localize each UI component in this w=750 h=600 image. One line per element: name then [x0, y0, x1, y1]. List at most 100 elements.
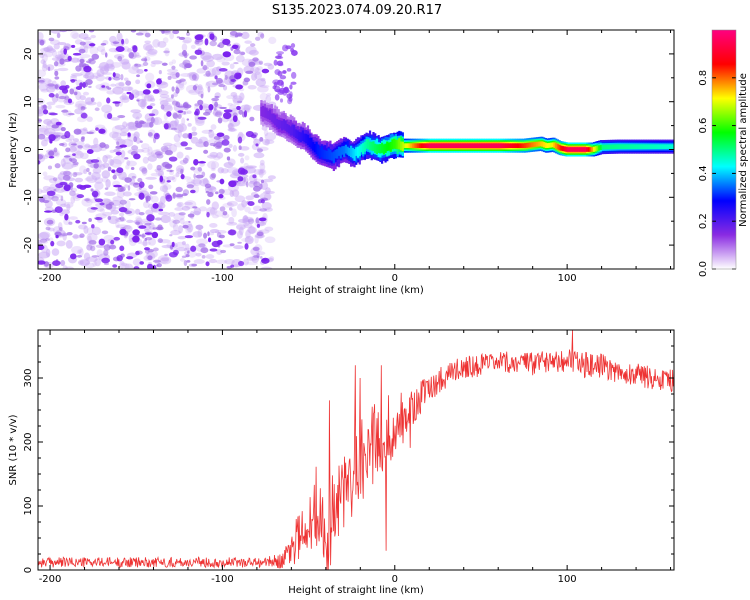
- trace-segment: [313, 144, 317, 153]
- noise-speckle: [58, 95, 67, 100]
- noise-speckle: [194, 40, 200, 45]
- trace-segment: [281, 120, 284, 131]
- noise-speckle: [209, 173, 216, 180]
- trace-segment: [458, 143, 461, 149]
- noise-speckle: [253, 194, 260, 199]
- noise-speckle: [238, 145, 242, 150]
- noise-blob: [215, 259, 228, 265]
- noise-speckle: [209, 142, 217, 147]
- noise-blob: [233, 264, 239, 268]
- noise-blob: [123, 77, 129, 82]
- noise-blob: [38, 109, 45, 117]
- noise-speckle: [120, 73, 124, 81]
- noise-speckle: [100, 43, 107, 46]
- noise-speckle: [138, 212, 145, 216]
- noise-blob: [79, 95, 87, 101]
- trace-segment: [327, 148, 330, 160]
- noise-speckle: [72, 171, 78, 178]
- trace-segment: [596, 145, 599, 151]
- noise-spot: [115, 46, 125, 52]
- noise-spot: [152, 89, 160, 94]
- noise-blob: [209, 207, 216, 215]
- noise-blob: [257, 168, 267, 176]
- trace-segment: [358, 145, 361, 157]
- noise-blob: [212, 214, 219, 219]
- noise-speckle: [172, 192, 176, 199]
- trace-segment: [667, 144, 670, 149]
- noise-speckle: [142, 61, 149, 67]
- noise-blob: [208, 258, 217, 264]
- noise-spot: [272, 85, 277, 90]
- noise-spot: [38, 260, 46, 265]
- noise-speckle: [182, 50, 188, 57]
- trace-segment: [262, 105, 265, 117]
- trace-segment: [579, 147, 582, 152]
- trace-segment: [653, 144, 656, 149]
- noise-speckle: [59, 30, 68, 33]
- noise-spot: [221, 139, 230, 146]
- noise-blob: [264, 236, 276, 244]
- noise-blob: [124, 38, 129, 45]
- trace-segment: [625, 144, 628, 149]
- noise-blob: [216, 152, 224, 159]
- noise-spot: [166, 111, 172, 117]
- trace-segment: [362, 143, 365, 155]
- noise-speckle: [183, 111, 186, 115]
- noise-speckle: [248, 61, 256, 67]
- trace-segment: [463, 143, 466, 149]
- noise-speckle: [233, 62, 239, 65]
- noise-speckle: [182, 224, 189, 229]
- noise-blob: [62, 99, 69, 103]
- noise-blob: [197, 228, 203, 238]
- noise-blob: [70, 30, 79, 39]
- noise-speckle: [185, 63, 192, 69]
- noise-speckle: [140, 58, 148, 62]
- noise-speckle: [64, 95, 70, 101]
- noise-speckle: [137, 177, 143, 183]
- trace-segment: [399, 141, 403, 151]
- trace-segment: [360, 144, 363, 153]
- noise-spot: [119, 245, 125, 252]
- noise-speckle: [85, 79, 93, 85]
- noise-blob: [191, 126, 197, 132]
- noise-blob: [220, 168, 229, 174]
- noise-spot: [228, 180, 237, 188]
- noise-blob: [169, 219, 177, 228]
- noise-speckle: [47, 66, 51, 72]
- noise-blob: [211, 53, 224, 61]
- noise-blob: [263, 190, 275, 195]
- noise-speckle: [214, 95, 220, 98]
- spectrogram-x-label: Height of straight line (km): [288, 285, 424, 296]
- noise-spot: [119, 144, 127, 148]
- noise-blob: [210, 161, 216, 171]
- noise-spot: [286, 93, 293, 99]
- noise-speckle: [53, 189, 57, 192]
- noise-blob: [38, 127, 49, 136]
- noise-blob: [141, 147, 150, 153]
- noise-spot: [38, 160, 41, 165]
- noise-blob: [62, 265, 68, 269]
- noise-spot: [193, 158, 199, 166]
- noise-blob: [73, 172, 83, 176]
- noise-spot: [276, 60, 284, 66]
- noise-blob: [46, 101, 56, 106]
- noise-speckle: [53, 147, 58, 153]
- noise-spot: [223, 112, 232, 120]
- noise-blob: [235, 182, 247, 187]
- trace-segment: [401, 141, 404, 152]
- noise-blob: [186, 178, 196, 184]
- noise-spot: [258, 217, 267, 222]
- trace-segment: [499, 143, 503, 149]
- noise-blob: [114, 148, 120, 153]
- noise-blob: [150, 172, 163, 177]
- noise-speckle: [207, 86, 211, 93]
- trace-segment: [436, 143, 439, 149]
- noise-speckle: [38, 119, 42, 122]
- noise-blob: [168, 61, 173, 66]
- y-tick-label: 20: [23, 48, 34, 61]
- noise-blob: [47, 105, 52, 110]
- noise-blob: [84, 71, 95, 81]
- trace-segment: [511, 143, 515, 149]
- y-tick-label: 100: [23, 496, 34, 515]
- trace-segment: [505, 143, 508, 149]
